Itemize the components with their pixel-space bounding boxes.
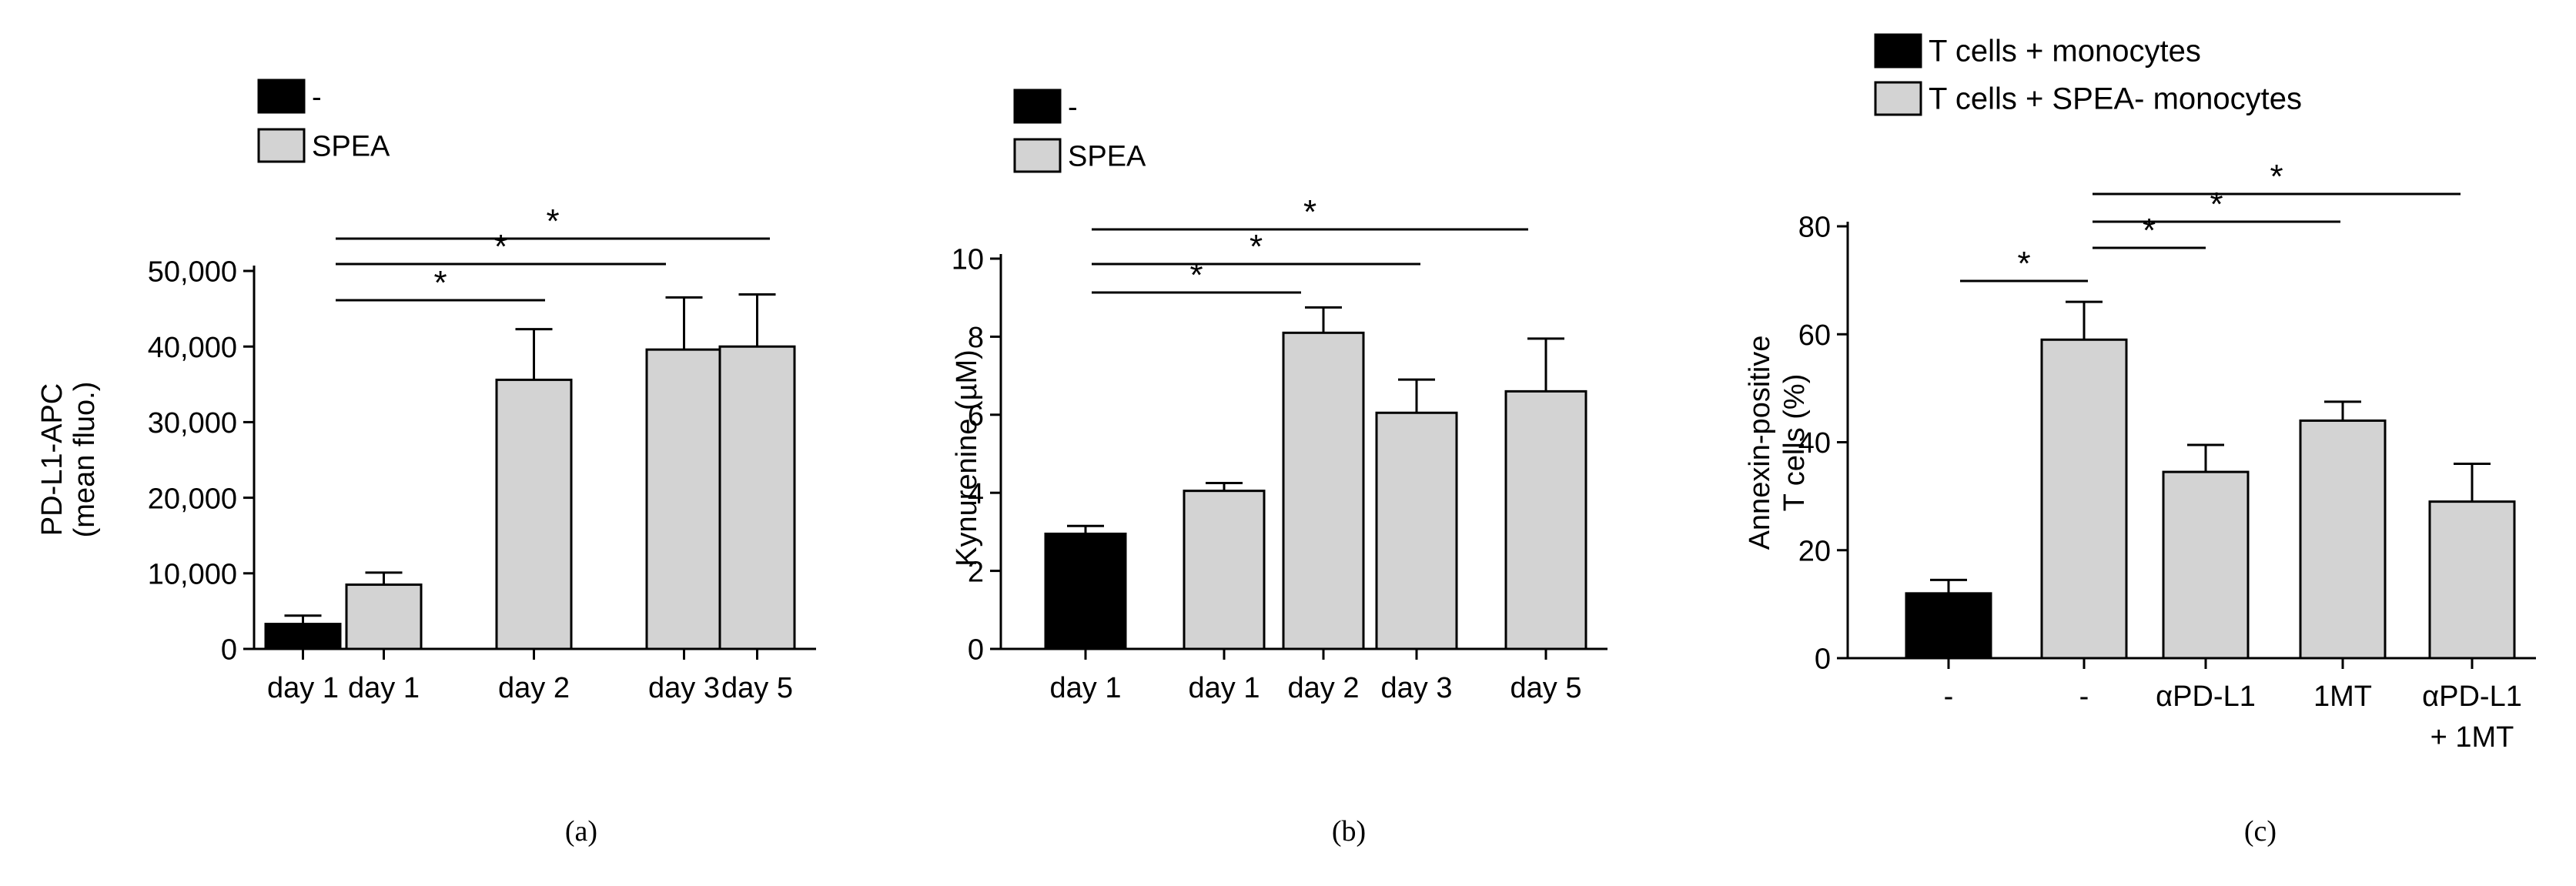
chart-panel-2: 0 2 4 6 8 10 day 1 day 1 day 2 day 3 day 5 Kynureni… — [951, 89, 1607, 848]
error-bar — [2066, 300, 2103, 340]
legend-swatch — [257, 128, 306, 163]
category-label: day 1 — [348, 672, 420, 704]
y-axis-label: T cells (%) — [1778, 374, 1811, 512]
y-tick-label: 6 — [968, 400, 984, 432]
bar — [345, 583, 423, 650]
y-axis-label: Kynurenine (µM) — [951, 349, 983, 567]
y-tick-label: 30,000 — [148, 407, 237, 440]
panel-label: (a) — [565, 815, 597, 848]
significance-star: * — [2270, 158, 2283, 196]
error-bar — [2187, 443, 2224, 473]
y-tick-label: 40 — [1798, 427, 1831, 460]
bar — [2040, 338, 2128, 660]
category-label: day 5 — [721, 672, 793, 704]
legend-swatch — [1874, 33, 1922, 69]
error-bar — [515, 328, 553, 380]
error-bar — [1398, 378, 1435, 413]
legend-swatch — [1013, 138, 1062, 173]
y-tick-label: 10 — [952, 244, 984, 276]
panel-label: (c) — [2244, 815, 2277, 848]
category-label: day 2 — [1288, 672, 1360, 704]
y-tick-label: 20,000 — [148, 483, 237, 515]
y-tick-label: 0 — [1815, 644, 1831, 676]
y-tick-label: 2 — [968, 556, 984, 588]
bar — [1183, 490, 1266, 650]
y-tick-label: 8 — [968, 322, 984, 354]
bar — [1905, 592, 1992, 660]
category-label: day 3 — [1381, 672, 1453, 704]
significance-star: * — [1303, 193, 1316, 231]
category-label: day 1 — [267, 672, 339, 704]
significance-star: * — [494, 228, 507, 266]
y-tick-label: 60 — [1798, 319, 1831, 352]
bar — [2162, 470, 2250, 660]
bar — [718, 345, 796, 650]
legend-swatch — [1013, 89, 1062, 124]
category-label: + 1MT — [2430, 721, 2514, 754]
error-bar — [1206, 482, 1243, 491]
legend-label: - — [1068, 91, 1078, 123]
y-tick-label: 4 — [968, 478, 984, 510]
y-tick-label: 20 — [1798, 535, 1831, 567]
category-label: 1MT — [2313, 680, 2372, 713]
bar — [2299, 419, 2387, 660]
significance-star: * — [433, 264, 447, 302]
bar — [645, 348, 723, 650]
y-tick-label: 0 — [221, 634, 237, 667]
legend-label: SPEA — [1068, 140, 1146, 172]
category-label: day 5 — [1510, 672, 1582, 704]
category-label: day 1 — [1050, 672, 1122, 704]
error-bar — [2454, 463, 2491, 502]
legend-label: T cells + monocytes — [1929, 34, 2201, 68]
error-bar — [1067, 524, 1104, 534]
category-label: - — [2079, 680, 2089, 713]
legend-label: T cells + SPEA- monocytes — [1929, 82, 2302, 115]
error-bar — [1305, 306, 1342, 333]
error-bar — [1930, 578, 1967, 593]
category-label: αPD-L1 — [2156, 680, 2256, 713]
category-label: day 2 — [498, 672, 570, 704]
category-label: day 3 — [648, 672, 720, 704]
y-axis-label: PD-L1-APC — [36, 383, 69, 537]
chart-panel-1: 0 10,000 20,000 30,000 40,000 50,000 day 1 day … — [36, 79, 816, 848]
y-tick-label: 80 — [1798, 212, 1831, 244]
legend-label: - — [312, 81, 322, 113]
y-axis-label: Annexin-positive — [1744, 336, 1776, 550]
chart-panel-3: 0 20 40 60 80 - - αPD-L1 1MT αPD-L1 + 1MT Annexin-p… — [1744, 33, 2536, 848]
category-label: αPD-L1 — [2422, 680, 2522, 713]
bar — [1375, 411, 1458, 650]
legend-swatch — [1874, 81, 1922, 116]
significance-star: * — [546, 202, 559, 240]
significance-star: * — [1250, 228, 1263, 266]
legend-label: SPEA — [312, 130, 390, 162]
category-label: - — [1944, 680, 1954, 713]
bar — [1044, 532, 1127, 650]
category-label: day 1 — [1189, 672, 1260, 704]
error-bar — [1527, 337, 1564, 392]
bar — [1504, 390, 1587, 650]
bar — [2428, 500, 2516, 660]
significance-star: * — [1189, 256, 1203, 294]
error-bar — [665, 296, 703, 350]
significance-star: * — [2143, 212, 2156, 249]
error-bar — [365, 571, 403, 585]
bar — [495, 378, 573, 650]
bar — [264, 623, 342, 650]
error-bar — [738, 293, 776, 347]
legend-swatch — [257, 79, 306, 114]
panel-label: (b) — [1332, 815, 1366, 848]
bar — [1282, 331, 1365, 650]
y-tick-label: 50,000 — [148, 256, 237, 289]
significance-star: * — [2210, 186, 2223, 223]
error-bar — [2324, 400, 2361, 421]
y-tick-label: 40,000 — [148, 332, 237, 364]
error-bar — [284, 614, 322, 624]
y-tick-label: 0 — [968, 634, 984, 667]
significance-star: * — [2017, 245, 2030, 283]
y-tick-label: 10,000 — [148, 558, 237, 590]
y-axis-label: (mean fluo.) — [69, 382, 101, 538]
